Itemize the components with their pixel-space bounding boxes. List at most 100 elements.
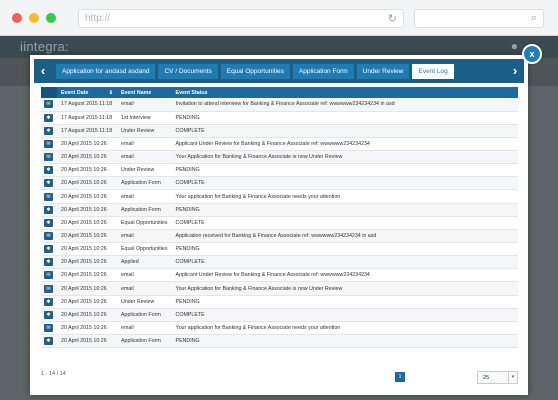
browser-search-bar[interactable]: ⌕ — [414, 9, 544, 28]
cell-event-status: PENDING — [171, 295, 518, 309]
cell-event-name: Application Form — [117, 308, 172, 322]
table-row[interactable]: ✱ 20 April 2015 10:26 Application Form COMP… — [41, 176, 518, 191]
cell-event-date: 20 April 2015 10:26 — [57, 268, 117, 283]
tab-application-form[interactable]: Application Form — [292, 64, 354, 79]
cell-event-name: email — [117, 268, 172, 283]
cell-event-status: Application received for Banking & Finan… — [171, 229, 518, 244]
cell-event-status: Applicant Under Review for Banking & Fin… — [171, 268, 518, 283]
cell-event-name: Equal Opportunities — [117, 242, 172, 257]
envelope-icon[interactable]: ✉ — [44, 323, 53, 332]
cell-event-name: email — [117, 137, 172, 152]
table-row[interactable]: ✱ 17 August 2015 11:18 Under Review COMPLET… — [41, 124, 518, 138]
table-row[interactable]: ✱ 20 April 2015 10:26 Under Review PENDING — [41, 163, 518, 178]
row-icon-cell: ✱ — [41, 216, 57, 230]
tab-prev-button[interactable]: ‹ — [40, 63, 46, 78]
event-log-modal: ‹ Application for andasd asdand CV / Docu… — [30, 55, 528, 395]
tab-application-for-andasd-asdand[interactable]: Application for andasd asdand — [56, 64, 156, 79]
table-row[interactable]: ✱ 17 August 2015 11:18 1st Interview PENDIN… — [41, 111, 518, 125]
envelope-icon[interactable]: ✉ — [44, 192, 53, 201]
gear-icon[interactable]: ✱ — [44, 126, 53, 135]
sort-icon[interactable]: ⇕ — [108, 89, 113, 96]
table-row[interactable]: ✱ 20 April 2015 10:26 Under Review PENDING — [41, 295, 518, 309]
cell-event-status: COMPLETE — [171, 176, 518, 191]
row-icon-cell: ✱ — [41, 203, 57, 217]
gear-icon[interactable]: ✱ — [44, 218, 53, 227]
envelope-icon[interactable]: ✉ — [44, 284, 53, 293]
chevron-down-icon[interactable]: ▾ — [508, 372, 517, 383]
address-bar[interactable]: http:// ↻ — [78, 9, 404, 28]
modal-close-button[interactable]: x — [522, 44, 542, 64]
column-header-event-date[interactable]: Event Date ⇕ — [57, 87, 117, 98]
table-row[interactable]: ✉ 20 April 2015 10:26 email Your applicatio… — [41, 321, 518, 336]
search-icon: ⌕ — [530, 12, 537, 24]
window-close-dot[interactable] — [12, 13, 22, 23]
table-row[interactable]: ✉ 20 April 2015 10:26 email Application rec… — [41, 229, 518, 244]
column-header-event-name[interactable]: Event Name — [117, 87, 172, 98]
table-row[interactable]: ✉ 17 August 2015 11:18 email Invitation to … — [41, 98, 518, 112]
column-header-event-date-label: Event Date — [61, 89, 89, 96]
table-row[interactable]: ✉ 20 April 2015 10:26 email Your applicatio… — [41, 189, 518, 204]
table-row[interactable]: ✉ 20 April 2015 10:26 email Your Applicatio… — [41, 281, 518, 296]
cell-event-status: COMPLETE — [171, 124, 518, 138]
cell-event-status: Your application for Banking & Finance A… — [171, 189, 518, 204]
cell-event-date: 20 April 2015 10:26 — [57, 150, 117, 165]
gear-icon[interactable]: ✱ — [44, 245, 53, 254]
window-minimize-dot[interactable] — [29, 13, 39, 23]
table-row[interactable]: ✉ 20 April 2015 10:26 email Applicant Under… — [41, 268, 518, 283]
table-row[interactable]: ✱ 20 April 2015 10:26 Applied COMPLETE — [41, 255, 518, 270]
gear-icon[interactable]: ✱ — [44, 337, 53, 346]
event-log-table-wrapper: Event Date ⇕ Event Name Event Status ✉ 17 … — [41, 87, 518, 349]
cell-event-status: Invitation to attend interview for Banki… — [171, 98, 518, 112]
cell-event-name: email — [117, 281, 172, 296]
cell-event-name: Under Review — [117, 295, 172, 309]
table-row[interactable]: ✱ 20 April 2015 10:26 Application Form PEND… — [41, 334, 518, 349]
page-size-select[interactable]: 25 ▾ — [477, 371, 518, 384]
table-row[interactable]: ✱ 20 April 2015 10:26 Equal Opportunities P… — [41, 242, 518, 257]
window-maximize-dot[interactable] — [46, 13, 56, 23]
table-row[interactable]: ✱ 20 April 2015 10:26 Equal Opportunities C… — [41, 216, 518, 230]
cell-event-status: COMPLETE — [171, 216, 518, 230]
gear-icon[interactable]: ✱ — [44, 179, 53, 188]
tab-next-button[interactable]: › — [512, 63, 518, 78]
envelope-icon[interactable]: ✉ — [44, 100, 53, 109]
gear-icon[interactable]: ✱ — [44, 297, 53, 306]
gear-icon[interactable]: ✱ — [44, 166, 53, 175]
envelope-icon[interactable]: ✉ — [44, 153, 53, 162]
row-icon-cell: ✱ — [41, 124, 57, 138]
gear-icon[interactable]: ✱ — [44, 258, 53, 267]
table-body: ✉ 17 August 2015 11:18 email Invitation to … — [41, 98, 518, 349]
tab-cv-documents[interactable]: CV / Documents — [158, 64, 218, 79]
cell-event-status: PENDING — [171, 242, 518, 257]
row-icon-cell: ✱ — [41, 242, 57, 257]
tab-under-review[interactable]: Under Review — [356, 64, 410, 79]
row-icon-cell: ✉ — [41, 268, 57, 283]
table-row[interactable]: ✉ 20 April 2015 10:26 email Your Applicatio… — [41, 150, 518, 165]
app-logo: iintegra: — [20, 39, 69, 54]
cell-event-date: 20 April 2015 10:26 — [57, 216, 117, 230]
cell-event-name: email — [117, 98, 172, 112]
row-icon-cell: ✉ — [41, 150, 57, 165]
cell-event-status: PENDING — [171, 111, 518, 125]
reload-icon[interactable]: ↻ — [387, 13, 397, 25]
cell-event-date: 17 August 2015 11:18 — [57, 98, 117, 112]
row-icon-cell: ✉ — [41, 321, 57, 336]
cell-event-name: Under Review — [117, 163, 172, 178]
table-row[interactable]: ✉ 20 April 2015 10:26 email Applicant Under… — [41, 137, 518, 152]
page-button-current[interactable]: 1 — [395, 372, 405, 382]
column-header-event-status[interactable]: Event Status — [171, 87, 518, 98]
envelope-icon[interactable]: ✉ — [44, 271, 53, 280]
table-row[interactable]: ✱ 20 April 2015 10:26 Application Form COMP… — [41, 308, 518, 322]
tab-equal-opportunities[interactable]: Equal Opportunities — [220, 64, 290, 79]
event-log-table: Event Date ⇕ Event Name Event Status ✉ 17 … — [41, 87, 518, 349]
cell-event-status: Your Application for Banking & Finance A… — [171, 150, 518, 165]
envelope-icon[interactable]: ✉ — [44, 139, 53, 148]
envelope-icon[interactable]: ✉ — [44, 231, 53, 240]
gear-icon[interactable]: ✱ — [44, 310, 53, 319]
cell-event-date: 20 April 2015 10:26 — [57, 189, 117, 204]
tab-event-log[interactable]: Event Log — [412, 64, 454, 79]
cell-event-date: 17 August 2015 11:18 — [57, 111, 117, 125]
table-row[interactable]: ✱ 20 April 2015 10:26 Application Form PEND… — [41, 203, 518, 217]
gear-icon[interactable]: ✱ — [44, 113, 53, 122]
gear-icon[interactable]: ✱ — [44, 205, 53, 214]
cell-event-status: COMPLETE — [171, 255, 518, 270]
